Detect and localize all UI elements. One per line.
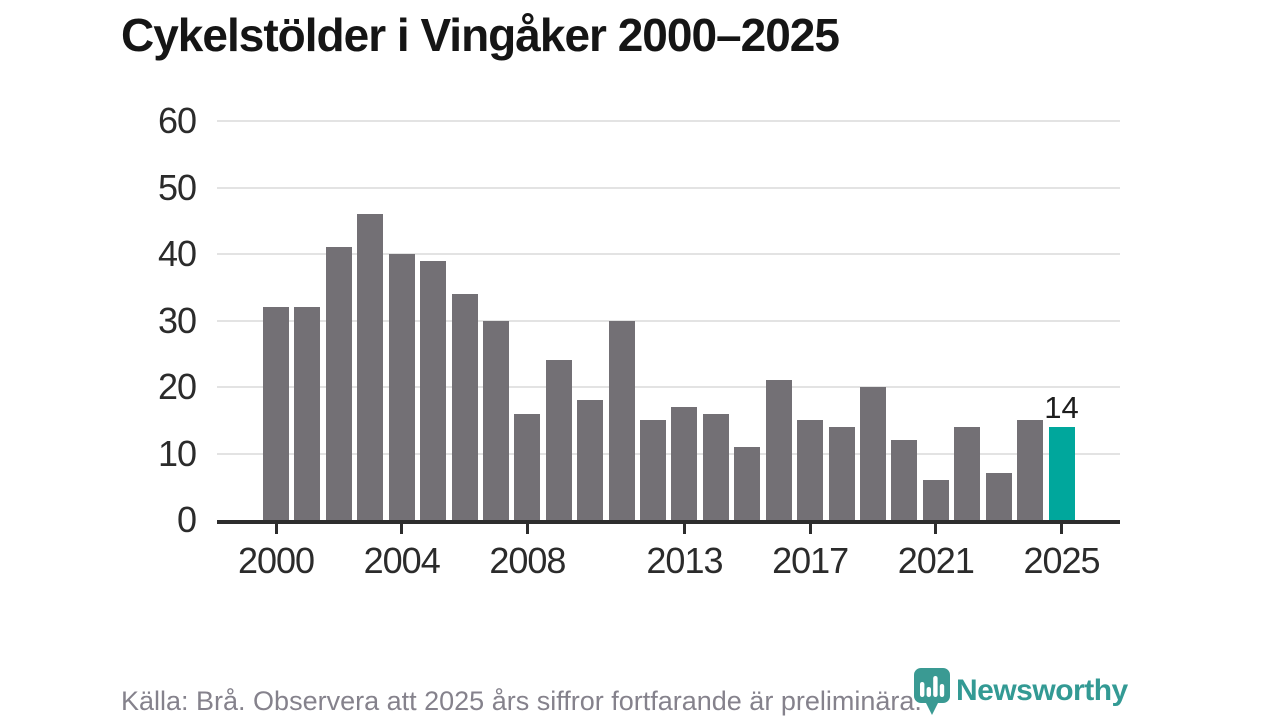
y-axis-tick-label: 50	[157, 166, 197, 208]
bar-2009	[545, 360, 572, 520]
bar-2000	[263, 307, 289, 520]
bar-2019	[859, 387, 886, 520]
x-axis-tick-2000	[274, 524, 278, 534]
bar-2010	[577, 400, 604, 520]
bar-2007	[482, 320, 509, 520]
gridline-y-10	[217, 452, 1120, 455]
x-axis-tick-2025	[1060, 524, 1063, 534]
newsworthy-wordmark: Newsworthy	[956, 674, 1128, 707]
bar-2001	[294, 307, 321, 520]
newsworthy-bubble-bar-chart-icon	[914, 668, 950, 715]
x-axis-tick-label: 2000	[237, 540, 315, 581]
x-axis-tick-2013	[682, 524, 686, 534]
bar-2003	[357, 214, 384, 520]
x-axis-tick-label: 2017	[772, 540, 849, 581]
y-axis-tick-label: 20	[157, 366, 197, 407]
x-axis-tick-label: 2004	[363, 540, 441, 581]
bar-2016	[765, 380, 792, 520]
bar-2012	[640, 420, 667, 520]
x-axis-tick-label: 2013	[646, 540, 723, 581]
bar-2014	[702, 413, 729, 520]
y-axis-tick-label: 30	[157, 299, 197, 341]
bar-2025	[1048, 426, 1075, 520]
x-axis-tick-2008	[525, 524, 529, 534]
highlight-value-label: 14	[1044, 389, 1079, 425]
chart-title: Cykelstölder i Vingåker 2000–2025	[121, 9, 840, 61]
x-axis-tick-2004	[400, 524, 404, 534]
x-axis-tick-label: 2025	[1023, 540, 1100, 581]
bar-2008	[514, 413, 541, 520]
bar-2017	[797, 420, 824, 520]
bar-2022	[954, 426, 981, 520]
bar-2023	[985, 473, 1012, 520]
x-axis-line	[217, 520, 1120, 524]
bar-2015	[734, 446, 761, 520]
x-axis-tick-label: 2021	[897, 540, 975, 581]
gridline-y-40	[217, 253, 1120, 255]
gridline-y-50	[217, 186, 1120, 189]
x-axis-tick-2017	[808, 524, 812, 534]
gridline-y-20	[217, 386, 1120, 388]
x-axis-tick-2021	[934, 524, 938, 534]
bar-2004	[388, 254, 415, 520]
bar-2024	[1017, 420, 1044, 520]
y-axis-tick-label: 0	[176, 499, 197, 540]
gridline-y-60	[217, 120, 1120, 122]
bar-2020	[891, 440, 918, 520]
y-axis-tick-label: 10	[157, 432, 197, 474]
bar-2021	[922, 480, 949, 520]
bar-2018	[828, 426, 855, 520]
x-axis-tick-label: 2008	[489, 540, 566, 581]
y-axis-tick-label: 60	[157, 100, 197, 141]
bar-2011	[608, 320, 635, 520]
bar-2005	[420, 260, 447, 520]
newsworthy-logo: Newsworthy	[914, 668, 1128, 718]
source-note: Källa: Brå. Observera att 2025 års siffr…	[121, 686, 922, 716]
bar-2002	[325, 247, 352, 520]
bar-2013	[671, 406, 698, 520]
bar-2006	[451, 293, 478, 520]
gridline-y-30	[217, 319, 1120, 322]
y-axis-tick-label: 40	[157, 233, 197, 274]
